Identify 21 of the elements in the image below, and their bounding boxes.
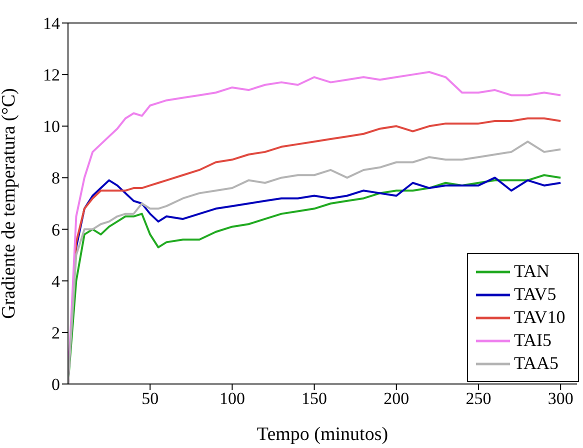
legend-label: TAV10 — [514, 307, 566, 328]
y-axis-title: Gradiente de temperatura (°C) — [0, 88, 20, 319]
legend-label: TAA5 — [514, 353, 559, 374]
legend-label: TAN — [514, 261, 550, 282]
x-tick-label: 250 — [466, 389, 492, 408]
x-tick-label: 200 — [384, 389, 410, 408]
legend-label: TAV5 — [514, 284, 556, 305]
x-tick-label: 50 — [142, 389, 159, 408]
y-tick-label: 6 — [52, 220, 60, 240]
y-tick-label: 12 — [43, 66, 60, 85]
y-tick-label: 10 — [43, 117, 60, 136]
y-tick-label: 8 — [52, 168, 60, 188]
y-tick-label: 4 — [52, 272, 60, 291]
x-axis-title: Tempo (minutos) — [256, 424, 388, 445]
y-tick-label: 2 — [52, 323, 60, 342]
y-tick-label: 14 — [43, 14, 60, 34]
x-tick-label: 100 — [219, 389, 245, 408]
x-tick-label: 150 — [302, 389, 328, 408]
y-tick-label: 0 — [52, 375, 60, 394]
legend-label: TAI5 — [514, 330, 552, 351]
x-tick-label: 300 — [548, 389, 574, 408]
